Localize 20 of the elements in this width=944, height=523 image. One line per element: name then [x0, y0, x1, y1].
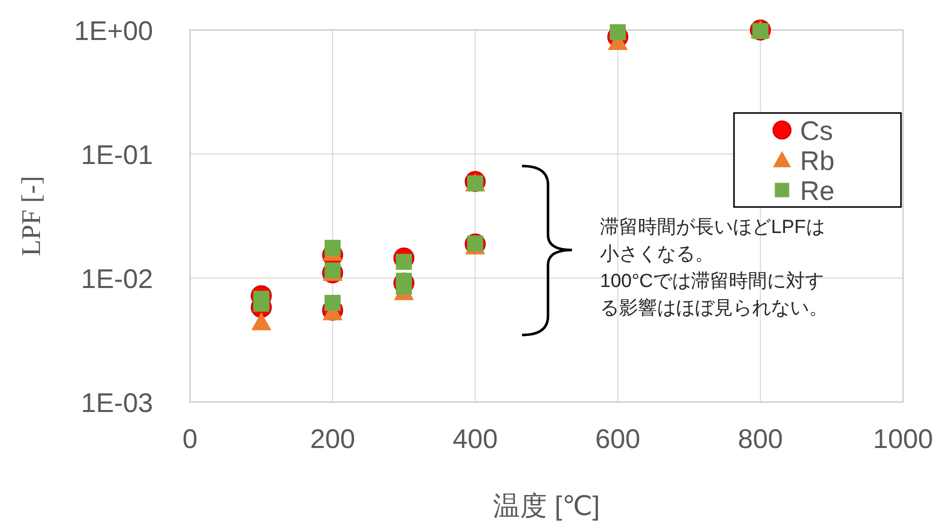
point	[324, 294, 341, 311]
point	[251, 312, 272, 330]
y-axis-title: LPF [-]	[16, 176, 46, 256]
x-tick-label: 600	[595, 424, 640, 454]
x-tick-label: 1000	[872, 424, 934, 454]
y-tick-label: 1E-03	[80, 388, 153, 418]
y-tick-label: 1E-02	[80, 264, 153, 294]
y-tick-label: 1E-01	[80, 140, 153, 170]
x-tick-label: 800	[738, 424, 783, 454]
annotation: 滞留時間が長いほどLPFは小さくなる。100°Cでは滞留時間に対する影響はほぼ見られない。	[600, 217, 828, 319]
x-tick-label: 400	[452, 424, 498, 454]
y-tick-label: 1E+00	[74, 16, 153, 46]
legend-label: Cs	[800, 116, 833, 146]
point	[610, 24, 626, 40]
x-tick-label: 200	[310, 424, 356, 454]
legend-label: Re	[800, 176, 835, 206]
x-tick-label: 0	[182, 424, 198, 454]
x-axis-title: 温度 [℃]	[493, 491, 600, 521]
legend-label: Rb	[800, 146, 835, 176]
point	[324, 240, 341, 256]
